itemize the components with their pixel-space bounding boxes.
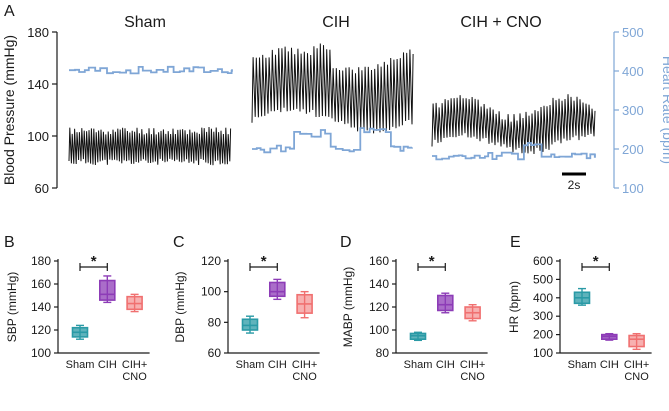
y-axis-label: SBP (mmHg): [5, 272, 19, 342]
hr-axis-label: Heart Rate (bpm): [660, 56, 669, 164]
bp-trace-cih-cno: [431, 94, 596, 155]
panel-letter-a: A: [4, 3, 15, 20]
x-tick-label: CIH: [268, 359, 287, 371]
y-tick-label: 100: [369, 323, 389, 337]
x-tick-label-line: CIH: [436, 359, 455, 371]
y-tick-label: 600: [533, 254, 553, 268]
x-tick-label: CIH+ CNO: [624, 359, 649, 383]
y-axis-label: DBP (mmHg): [173, 271, 187, 342]
x-tick-label-line: Sham: [236, 359, 265, 371]
panel-d: D 80 100 120 140 160 MABP (mmHg) Sham CIH CIH+ CNO…: [340, 234, 488, 383]
y-tick-label: 100: [533, 346, 553, 360]
x-tick-label-line: CNO: [624, 371, 649, 383]
y-tick-label: 100: [201, 285, 221, 299]
scale-bar-label: 2s: [568, 178, 581, 192]
box-cih: [99, 279, 116, 301]
panel-letter-e: E: [510, 234, 521, 251]
y-tick-label: 400: [533, 291, 553, 305]
bp-trace-sham: [68, 126, 232, 166]
bp-axis-label: Blood Pressure (mmHg): [1, 35, 17, 185]
y-tick-label: 180: [31, 254, 51, 268]
panel-b: B 100 120 140 160 180 SBP (mmHg) Sham CIH CIH+ CNO…: [4, 234, 150, 383]
x-tick-label: CIH+ CNO: [122, 359, 147, 383]
y-tick-label: 500: [533, 272, 553, 286]
x-tick-label: CIH+ CNO: [292, 359, 317, 383]
bp-tick-label: 180: [27, 25, 49, 40]
y-tick-label: 120: [201, 254, 221, 268]
x-tick-label-line: CIH+: [624, 359, 649, 371]
sig-star: *: [593, 253, 599, 270]
box-cih: [268, 281, 286, 298]
hr-tick-label: 300: [622, 103, 644, 118]
y-tick-label: 140: [369, 277, 389, 291]
x-tick-label: Sham: [66, 359, 95, 371]
x-tick-label: CIH: [600, 359, 619, 371]
box-cih-cno: [628, 334, 645, 348]
y-axis-label: HR (bpm): [507, 281, 521, 333]
y-axis-label: MABP (mmHg): [341, 267, 355, 347]
x-tick-label-line: CIH+: [122, 359, 147, 371]
hr-tick-label: 200: [622, 142, 644, 157]
y-tick-label: 140: [31, 300, 51, 314]
hr-trace-cih: [252, 127, 413, 154]
x-tick-label-line: CNO: [122, 371, 147, 383]
panel-a: A Sham CIH CIH + CNO 180 140 100 60 Blood P…: [1, 3, 669, 196]
x-tick-label-line: Sham: [66, 359, 95, 371]
group-label-sham: Sham: [124, 14, 166, 31]
x-tick-label: Sham: [236, 359, 265, 371]
panel-letter-b: B: [4, 234, 15, 251]
x-tick-label-line: CIH: [98, 359, 117, 371]
group-label-cih: CIH: [322, 14, 350, 31]
x-tick-label-line: CNO: [292, 371, 317, 383]
x-tick-label: CIH: [436, 359, 455, 371]
bp-tick-label: 140: [27, 77, 49, 92]
bp-trace-cih: [251, 43, 414, 134]
y-tick-label: 80: [208, 315, 222, 329]
x-tick-label-line: CIH: [600, 359, 619, 371]
panel-e: E 100 200 300 400 500 600 HR (bpm) Sham CIH CIH+ CN…: [507, 234, 652, 383]
y-tick-label: 300: [533, 309, 553, 323]
y-tick-label: 120: [369, 300, 389, 314]
x-tick-label: Sham: [404, 359, 433, 371]
x-tick-label-line: Sham: [568, 359, 597, 371]
panel-letter-d: D: [340, 234, 352, 251]
traces: [68, 43, 596, 166]
bp-tick-label: 100: [27, 129, 49, 144]
hr-tick-label: 500: [622, 25, 644, 40]
bp-axis-ticks: 180 140 100 60: [27, 25, 57, 196]
x-tick-label-line: CIH: [268, 359, 287, 371]
y-tick-label: 160: [31, 277, 51, 291]
y-tick-label: 200: [533, 328, 553, 342]
hr-axis-ticks: 500 400 300 200 100: [614, 25, 644, 196]
y-tick-label: 120: [31, 323, 51, 337]
group-label-cih-cno: CIH + CNO: [460, 14, 541, 31]
x-tick-label-line: CIH+: [292, 359, 317, 371]
x-tick-label: CIH+ CNO: [460, 359, 485, 383]
x-tick-label: Sham: [568, 359, 597, 371]
sig-star: *: [429, 253, 435, 270]
bp-tick-label: 60: [35, 181, 49, 196]
hr-trace-sham: [69, 65, 233, 75]
hr-trace-cih-cno: [432, 142, 596, 161]
y-tick-label: 60: [208, 346, 222, 360]
x-tick-label-line: CNO: [460, 371, 485, 383]
y-tick-label: 80: [376, 346, 390, 360]
panel-letter-c: C: [173, 234, 185, 251]
sig-star: *: [261, 253, 267, 270]
y-tick-label: 100: [31, 346, 51, 360]
x-tick-label-line: CIH+: [460, 359, 485, 371]
panel-c: C 60 80 100 120 DBP (mmHg) Sham CIH CIH+ CNO *: [173, 234, 320, 383]
sig-star: *: [91, 253, 97, 270]
x-tick-label: CIH: [98, 359, 117, 371]
hr-tick-label: 400: [622, 64, 644, 79]
y-tick-label: 160: [369, 254, 389, 268]
box-cih: [436, 294, 454, 312]
x-tick-label-line: Sham: [404, 359, 433, 371]
hr-tick-label: 100: [622, 181, 644, 196]
